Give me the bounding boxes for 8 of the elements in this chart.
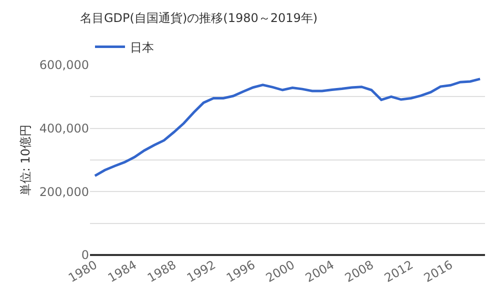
y-tick-label: 0 — [81, 248, 89, 262]
y-axis-title: 単位: 10億円 — [18, 124, 33, 196]
legend-label: 日本 — [130, 40, 154, 54]
line-series — [94, 78, 482, 178]
y-tick-label: 200,000 — [39, 184, 89, 199]
y-tick-label: 400,000 — [39, 122, 89, 136]
y-tick-label: 600,000 — [39, 58, 89, 72]
chart-title: 名目GDP(自国通貨)の推移(1980～2019年) — [80, 10, 318, 25]
